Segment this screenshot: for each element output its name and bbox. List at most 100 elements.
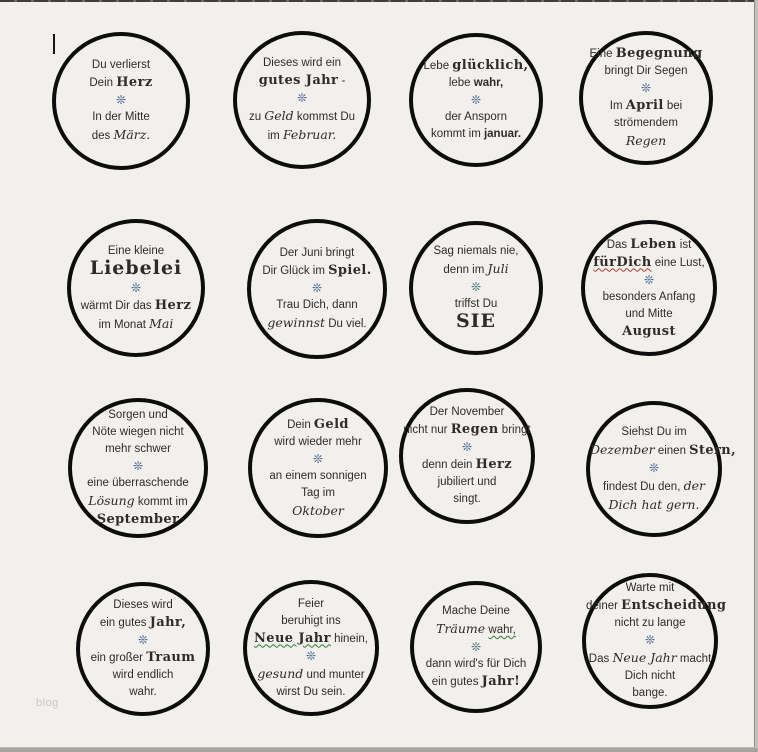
fortune-line: Lebe glücklich, bbox=[423, 58, 529, 73]
fortune-circle-neujahr-4: Warte mit deiner Entscheidung nicht zu lan… bbox=[582, 573, 727, 709]
asterisk-ornament-icon: ❊ bbox=[137, 633, 149, 647]
fortune-line: Dieses wird ein bbox=[263, 57, 341, 69]
fortune-line: denn dein Herz bbox=[421, 457, 513, 472]
fortune-line: des März. bbox=[91, 127, 151, 142]
fortune-line: lebe wahr, bbox=[448, 77, 504, 89]
fortune-line: Dich hat gern. bbox=[608, 496, 700, 512]
fortune-circle-januar: Lebe glücklich, lebe wahr, ❊ der Ansporn kom… bbox=[409, 33, 543, 167]
fortune-circle-mai: Eine kleine Liebelei ❊ wärmt Dir das Herz im… bbox=[67, 219, 205, 357]
fortune-line: beruhigt ins bbox=[281, 614, 341, 627]
asterisk-ornament-icon: ❊ bbox=[305, 648, 317, 663]
fortune-line: Eine Begegnung bbox=[589, 46, 703, 61]
fortune-circle-neujahr-1: Dieses wird ein gutes Jahr, ❊ ein großer Tr… bbox=[76, 582, 210, 716]
text-cursor bbox=[53, 34, 55, 54]
fortune-line: und Mitte bbox=[625, 307, 673, 320]
fortune-circle-neujahr-2: Feier beruhigt ins Neue Jahr hinein, ❊ gesun… bbox=[243, 580, 379, 716]
fortune-line: Sag niemals nie, bbox=[433, 245, 519, 257]
fortune-line: SIE bbox=[455, 310, 497, 332]
fortune-line: wahr. bbox=[129, 686, 157, 698]
fortune-line: im Februar. bbox=[267, 127, 337, 142]
fortune-line: Dezember einen Stern, bbox=[590, 441, 737, 458]
fortune-line: In der Mitte bbox=[92, 111, 150, 123]
asterisk-ornament-icon: ❊ bbox=[648, 460, 660, 475]
fortune-line: findest Du den, der bbox=[603, 477, 705, 493]
page-right-edge bbox=[754, 0, 758, 752]
fortune-line: strömendem bbox=[614, 117, 678, 129]
fortune-circle-november: Der November nicht nur Regen bringt ❊ denn … bbox=[399, 388, 535, 524]
fortune-line: mehr schwer bbox=[105, 443, 171, 455]
fortune-line: an einem sonnigen bbox=[269, 469, 367, 482]
fortune-line: Im April bei bbox=[609, 98, 683, 113]
fortune-line: jubiliert und bbox=[437, 476, 497, 488]
asterisk-ornament-icon: ❊ bbox=[130, 280, 142, 295]
fortune-line: Der November bbox=[429, 406, 505, 418]
fortune-line: wird endlich bbox=[112, 669, 174, 681]
asterisk-ornament-icon: ❊ bbox=[132, 459, 144, 473]
fortune-line: Das Neue Jahr macht bbox=[588, 650, 712, 665]
fortune-line: Siehst Du im bbox=[621, 425, 687, 438]
fortune-line: singt. bbox=[453, 493, 481, 505]
fortune-line: Dein Herz bbox=[89, 75, 153, 90]
asterisk-ornament-icon: ❊ bbox=[470, 93, 482, 107]
fortune-line: Eine kleine bbox=[107, 244, 165, 257]
fortune-line: der Ansporn bbox=[444, 111, 507, 123]
asterisk-ornament-icon: ❊ bbox=[644, 633, 656, 647]
fortune-line: kommt im januar. bbox=[430, 128, 522, 140]
asterisk-ornament-icon: ❊ bbox=[470, 280, 482, 294]
fortune-line: Dir Glück im Spiel. bbox=[262, 263, 372, 278]
fortune-line: eine überraschende bbox=[87, 477, 189, 489]
fortune-line: Du verlierst bbox=[91, 59, 151, 71]
fortune-line: Lösung kommt im bbox=[88, 493, 188, 508]
fortune-circle-august: Das Leben ist fürDich eine Lust, ❊ besonder… bbox=[581, 220, 717, 356]
asterisk-ornament-icon: ❊ bbox=[461, 440, 473, 454]
page-bottom-edge bbox=[0, 747, 758, 752]
fortune-line: fürDich eine Lust, bbox=[593, 254, 705, 270]
fortune-line: Das Leben ist bbox=[606, 236, 692, 252]
fortune-line: nicht nur Regen bringt bbox=[403, 422, 531, 437]
fortune-circle-oktober: Dein Geld wird wieder mehr ❊ an einem sonni… bbox=[248, 398, 388, 538]
fortune-circle-april: Eine Begegnung bringt Dir Segen ❊ Im April … bbox=[579, 31, 713, 165]
fortune-line: bringt Dir Segen bbox=[604, 65, 688, 77]
fortune-line: Liebelei bbox=[89, 256, 183, 279]
fortune-circle-februar: Dieses wird ein gutes Jahr - ❊ zu Geld komm… bbox=[233, 31, 371, 169]
asterisk-ornament-icon: ❊ bbox=[470, 640, 482, 654]
fortune-line: Regen bbox=[625, 133, 667, 148]
fortune-line: bange. bbox=[632, 687, 668, 699]
fortune-circle-september: Sorgen und Nöte wiegen nicht mehr schwer ❊ e… bbox=[68, 398, 208, 538]
fortune-line: ein gutes Jahr! bbox=[431, 674, 521, 689]
fortune-line: Oktober bbox=[292, 502, 344, 518]
asterisk-ornament-icon: ❊ bbox=[312, 451, 324, 466]
fortune-line: Dieses wird bbox=[113, 599, 173, 611]
fortune-circle-neujahr-3: Mache Deine Träume wahr, ❊ dann wird's für … bbox=[410, 581, 542, 713]
asterisk-ornament-icon: ❊ bbox=[115, 93, 127, 107]
fortune-line: Tag im bbox=[301, 486, 335, 499]
asterisk-ornament-icon: ❊ bbox=[640, 81, 652, 95]
fortune-line: dann wird's für Dich bbox=[425, 658, 527, 670]
fortune-line: denn im Juli bbox=[443, 261, 509, 276]
fortune-line: Nöte wiegen nicht bbox=[92, 426, 184, 438]
fortune-line: gewinnst Du viel. bbox=[267, 315, 367, 330]
fortune-line: wirst Du sein. bbox=[276, 685, 346, 698]
fortune-line: deiner Entscheidung bbox=[586, 598, 727, 613]
asterisk-ornament-icon: ❊ bbox=[311, 281, 323, 295]
fortune-line: Träume wahr, bbox=[436, 621, 516, 636]
fortune-line: Dich nicht bbox=[624, 670, 676, 682]
asterisk-ornament-icon: ❊ bbox=[296, 91, 308, 105]
fortune-line: September bbox=[96, 512, 180, 527]
fortune-line: Feier bbox=[297, 597, 325, 610]
page-top-edge bbox=[0, 0, 758, 2]
fortune-circle-maerz: Du verlierst Dein Herz ❊ In der Mitte des Mä… bbox=[52, 32, 190, 170]
fortune-line: August bbox=[622, 323, 676, 339]
fortune-line: Trau Dich, dann bbox=[276, 299, 358, 311]
fortune-line: Dein Geld bbox=[287, 416, 349, 432]
fortune-line: nicht zu lange bbox=[614, 617, 686, 629]
fortune-line: ein großer Traum bbox=[90, 650, 196, 665]
watermark: blog bbox=[36, 697, 59, 709]
fortune-circle-juli: Sag niemals nie, denn im Juli ❊ triffst Du S… bbox=[409, 221, 543, 355]
asterisk-ornament-icon: ❊ bbox=[643, 272, 655, 287]
fortune-line: gutes Jahr - bbox=[258, 73, 346, 88]
fortune-line: Mache Deine bbox=[442, 605, 510, 617]
fortune-line: ein gutes Jahr, bbox=[99, 615, 187, 630]
fortune-circle-juni: Der Juni bringt Dir Glück im Spiel. ❊ Trau … bbox=[247, 219, 387, 359]
fortune-line: besonders Anfang bbox=[602, 290, 696, 303]
